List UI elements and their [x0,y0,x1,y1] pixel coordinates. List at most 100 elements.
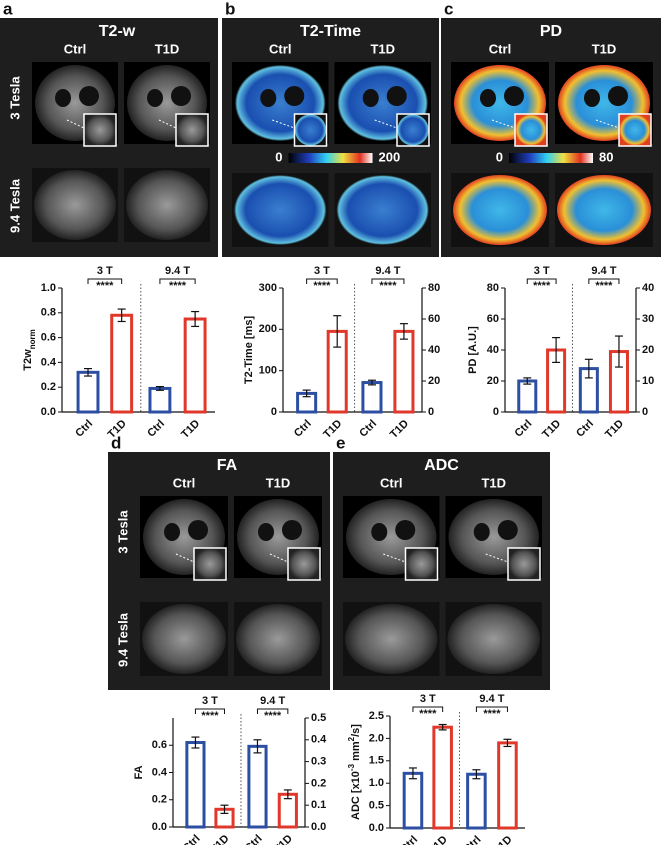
significance: **** [379,280,397,292]
y2-tick-label: 0 [428,406,434,418]
y-tick-label: 20 [487,375,499,387]
bar [497,741,518,830]
y2-tick-label: 0.0 [311,821,326,833]
y-tick-label: 0.2 [152,794,167,806]
group-label: 9.4 T [375,265,400,277]
panel-title: PD [540,23,562,40]
bone [188,520,208,540]
bone [371,523,388,541]
bone [147,89,163,107]
colorbar [509,153,593,163]
significance-bracket [588,278,620,284]
inset [83,113,117,147]
colorbar-min: 0 [275,149,282,164]
inset [396,113,430,147]
y-tick-label: 1.0 [369,777,384,789]
inset [193,547,227,581]
y2-tick-label: 0.3 [311,756,326,768]
x-tick-label: T1D [491,834,514,845]
inset-line [595,119,620,129]
x-tick-label: T1D [272,833,295,845]
bar [183,317,207,414]
bone [608,86,628,106]
significance: **** [419,708,437,720]
group-label: 9.4 T [260,695,285,707]
mri-anatomy [453,175,547,245]
y-tick-label: 0.2 [41,381,56,393]
x-tick-label: Ctrl [243,833,265,845]
mri-anatomy [234,175,327,245]
mri-anatomy [142,604,226,674]
y-tick-label: 0.8 [41,307,56,319]
x-tick-label: Ctrl [462,834,484,845]
inset-line [175,553,195,563]
y2-tick-label: 80 [428,282,440,294]
y-tick-label: 1.0 [41,282,56,294]
bone [260,89,277,107]
y2-tick-label: 0.5 [311,712,326,724]
significance: **** [595,280,613,292]
x-tick-label: T1D [106,418,129,441]
inset [287,547,321,581]
x-tick-label: Ctrl [513,418,535,440]
panel-label: e [336,433,345,452]
y-axis-label-part: FA [133,765,145,779]
y-axis-label: T2-Time [ms] [243,316,255,385]
bone [473,523,490,541]
x-tick-label: T1D [540,418,563,441]
group-label: 3 T [420,693,436,705]
inset [175,113,209,147]
bone [258,523,274,541]
column-label: T1D [266,475,291,490]
x-tick-label: Ctrl [73,418,95,440]
bar [247,744,268,829]
y2-tick-label: 20 [642,344,654,356]
y-tick-label: 0 [271,406,277,418]
significance: **** [96,280,114,292]
row-label: 3 Tesla [7,76,22,120]
bone [504,86,524,106]
y-axis-label-part: /s] [350,724,362,737]
colorbar-max: 80 [599,149,613,164]
column-label: T1D [481,475,506,490]
y-tick-label: 80 [487,282,499,294]
group-label: 9.4 T [479,693,504,705]
y-tick-label: 0 [493,406,499,418]
inset-line [66,119,85,129]
colorbar [288,153,373,163]
x-tick-label: Ctrl [145,418,167,440]
y-axis-label: T2wnorm [22,329,37,370]
x-tick-label: Ctrl [292,418,314,440]
inset-line [491,119,516,129]
group-label: 9.4 T [165,265,190,277]
x-tick-label: T1D [208,833,231,845]
bone [480,89,496,107]
y-axis-label: FA [133,765,145,779]
bone [386,86,407,106]
panel-label: d [111,433,121,452]
significance-bracket [306,278,338,284]
bone [79,86,99,106]
inset [404,547,439,581]
column-label: Ctrl [173,475,195,490]
y2-tick-label: 0 [642,406,648,418]
y-tick-label: 0.5 [369,800,384,812]
y-tick-label: 0.4 [152,766,168,778]
significance-bracket [371,278,405,284]
panel-title: ADC [424,457,459,474]
y2-tick-label: 40 [642,282,654,294]
row-label: 3 Tesla [115,510,130,554]
significance-bracket [475,706,508,712]
y2-tick-label: 60 [428,313,440,325]
mri-anatomy [126,170,208,240]
y-tick-label: 1.5 [369,755,384,767]
significance: **** [201,710,219,722]
bar [466,772,487,830]
significance-bracket [256,708,289,714]
bar [185,741,206,829]
y-tick-label: 40 [487,344,499,356]
panel-label: b [225,0,235,18]
x-tick-label: T1D [427,834,450,845]
x-tick-label: T1D [603,418,626,441]
